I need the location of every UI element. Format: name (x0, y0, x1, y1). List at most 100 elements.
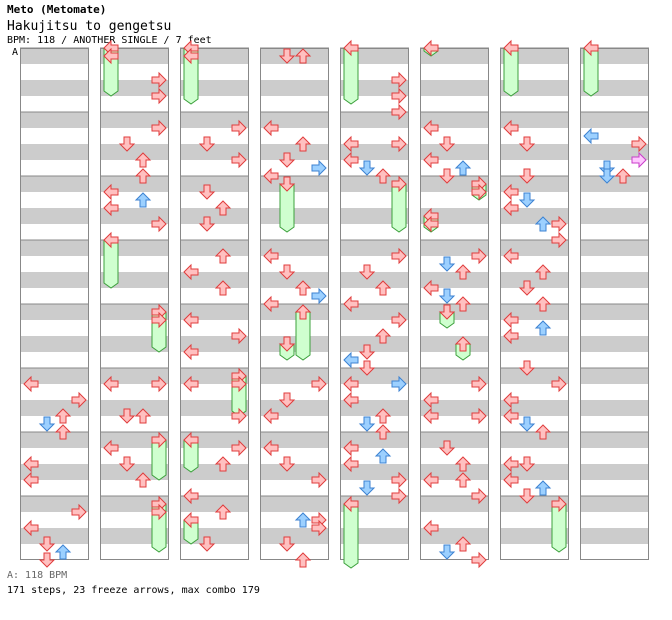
column-border (100, 48, 169, 560)
beat-band (420, 464, 489, 480)
right-arrow-icon (311, 159, 327, 177)
right-arrow-icon (391, 135, 407, 153)
right-arrow-icon (471, 407, 487, 425)
beat-band (20, 48, 89, 64)
beat-band (20, 176, 89, 192)
bpm-marker: A (12, 47, 19, 58)
beat-band (180, 240, 249, 256)
down-arrow-icon (438, 136, 456, 152)
right-arrow-icon (631, 151, 647, 169)
beat-band (260, 144, 329, 160)
left-arrow-icon (503, 247, 519, 265)
left-arrow-icon (183, 375, 199, 393)
up-arrow-icon (454, 160, 472, 176)
up-arrow-icon (534, 424, 552, 440)
beat-band (420, 528, 489, 544)
beat-band (260, 400, 329, 416)
left-arrow-icon (23, 471, 39, 489)
beat-band (20, 336, 89, 352)
beat-band (20, 368, 89, 384)
down-arrow-icon (118, 456, 136, 472)
right-arrow-icon (471, 183, 487, 201)
left-arrow-icon (23, 519, 39, 537)
right-arrow-icon (391, 87, 407, 105)
beat-band (100, 208, 169, 224)
right-arrow-icon (231, 407, 247, 425)
beat-band (20, 208, 89, 224)
left-arrow-icon (183, 487, 199, 505)
up-arrow-icon (534, 480, 552, 496)
freeze-arrow-icon (583, 39, 599, 97)
freeze-arrow-icon (278, 336, 296, 361)
freeze-arrow-icon (294, 304, 312, 361)
freeze-arrow-icon (454, 336, 472, 361)
right-arrow-icon (391, 247, 407, 265)
right-arrow-icon (391, 311, 407, 329)
down-arrow-icon (518, 192, 536, 208)
beat-band (340, 432, 409, 448)
right-arrow-icon (231, 327, 247, 345)
right-arrow-icon (151, 87, 167, 105)
freeze-arrow-icon (438, 304, 456, 329)
down-arrow-icon (278, 392, 296, 408)
right-arrow-icon (231, 119, 247, 137)
left-arrow-icon (183, 311, 199, 329)
beat-band (580, 400, 649, 416)
up-arrow-icon (534, 320, 552, 336)
left-arrow-icon (183, 263, 199, 281)
up-arrow-icon (534, 216, 552, 232)
down-arrow-icon (278, 456, 296, 472)
beat-band (20, 304, 89, 320)
left-arrow-icon (423, 471, 439, 489)
right-arrow-icon (151, 215, 167, 233)
left-arrow-icon (583, 127, 599, 145)
artist-title: Meto (Metomate) (7, 3, 107, 16)
down-arrow-icon (518, 136, 536, 152)
left-arrow-icon (503, 183, 519, 201)
beat-band (20, 400, 89, 416)
up-arrow-icon (454, 472, 472, 488)
beat-band (100, 176, 169, 192)
beat-band (340, 272, 409, 288)
up-arrow-icon (134, 472, 152, 488)
up-arrow-icon (214, 200, 232, 216)
up-arrow-icon (454, 296, 472, 312)
left-arrow-icon (103, 375, 119, 393)
beat-band (500, 464, 569, 480)
beat-band (20, 144, 89, 160)
beat-band (180, 336, 249, 352)
beat-band (420, 240, 489, 256)
left-arrow-icon (423, 391, 439, 409)
up-arrow-icon (294, 48, 312, 64)
column-border (340, 48, 409, 560)
beat-band (580, 176, 649, 192)
left-arrow-icon (503, 407, 519, 425)
beat-band (180, 176, 249, 192)
column-border (180, 48, 249, 560)
beat-band (580, 336, 649, 352)
beat-band (20, 528, 89, 544)
beat-band (100, 144, 169, 160)
down-arrow-icon (518, 488, 536, 504)
up-arrow-icon (374, 424, 392, 440)
down-arrow-icon (518, 416, 536, 432)
right-arrow-icon (471, 487, 487, 505)
down-arrow-icon (518, 168, 536, 184)
freeze-arrow-icon (151, 431, 167, 481)
down-arrow-icon (198, 136, 216, 152)
up-arrow-icon (374, 280, 392, 296)
up-arrow-icon (454, 456, 472, 472)
freeze-arrow-icon (151, 303, 167, 353)
beat-band (180, 496, 249, 512)
up-arrow-icon (54, 408, 72, 424)
right-arrow-icon (391, 487, 407, 505)
right-arrow-icon (471, 551, 487, 569)
right-arrow-icon (391, 71, 407, 89)
beat-band (580, 272, 649, 288)
chart-column (180, 47, 249, 560)
up-arrow-icon (374, 328, 392, 344)
right-arrow-icon (471, 247, 487, 265)
beat-band (260, 80, 329, 96)
beat-band (500, 336, 569, 352)
beat-band (180, 144, 249, 160)
